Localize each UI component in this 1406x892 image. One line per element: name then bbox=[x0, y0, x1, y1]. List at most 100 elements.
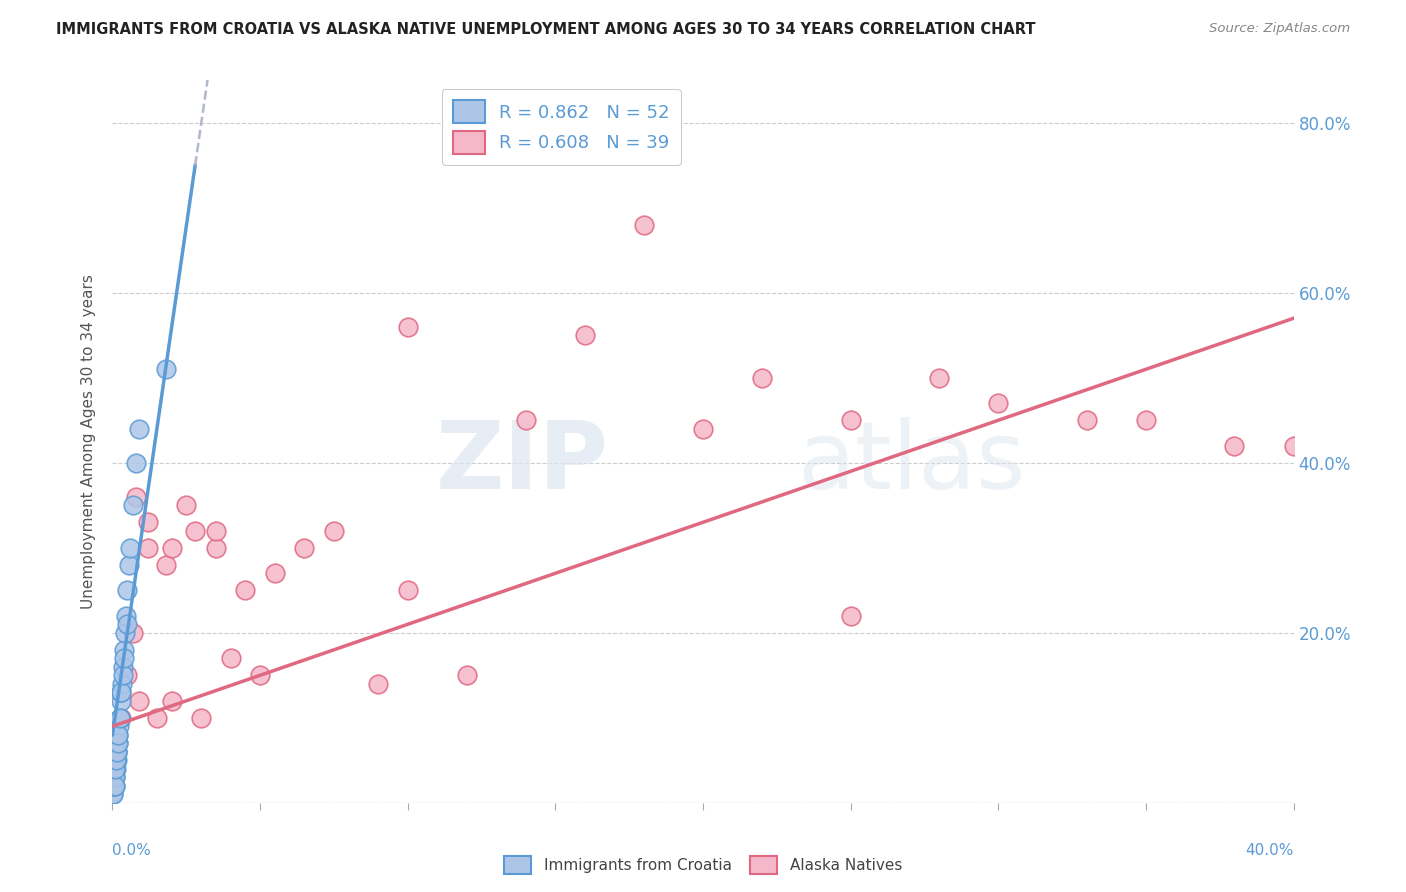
Point bbox=[136, 516, 159, 530]
Point bbox=[692, 422, 714, 436]
Point bbox=[104, 779, 127, 793]
Point bbox=[105, 745, 128, 759]
Point bbox=[111, 677, 134, 691]
Point bbox=[104, 762, 127, 776]
Point bbox=[751, 371, 773, 385]
Y-axis label: Unemployment Among Ages 30 to 34 years: Unemployment Among Ages 30 to 34 years bbox=[80, 274, 96, 609]
Point bbox=[839, 608, 862, 623]
Point bbox=[1135, 413, 1157, 427]
Point bbox=[146, 711, 169, 725]
Point bbox=[633, 218, 655, 232]
Point bbox=[103, 787, 125, 801]
Point bbox=[249, 668, 271, 682]
Point bbox=[160, 541, 183, 555]
Point bbox=[155, 558, 177, 572]
Point bbox=[110, 694, 132, 708]
Point bbox=[105, 745, 128, 759]
Point bbox=[264, 566, 287, 581]
Legend: R = 0.862   N = 52, R = 0.608   N = 39: R = 0.862 N = 52, R = 0.608 N = 39 bbox=[441, 89, 681, 165]
Point bbox=[108, 711, 131, 725]
Point bbox=[111, 660, 134, 674]
Point bbox=[118, 558, 141, 572]
Point bbox=[205, 541, 228, 555]
Point bbox=[515, 413, 537, 427]
Point bbox=[105, 753, 128, 767]
Point bbox=[112, 642, 135, 657]
Point bbox=[103, 770, 125, 784]
Point bbox=[107, 728, 129, 742]
Point bbox=[205, 524, 228, 538]
Point bbox=[103, 779, 125, 793]
Text: IMMIGRANTS FROM CROATIA VS ALASKA NATIVE UNEMPLOYMENT AMONG AGES 30 TO 34 YEARS : IMMIGRANTS FROM CROATIA VS ALASKA NATIVE… bbox=[56, 22, 1036, 37]
Point bbox=[104, 762, 127, 776]
Point bbox=[136, 541, 159, 555]
Text: Source: ZipAtlas.com: Source: ZipAtlas.com bbox=[1209, 22, 1350, 36]
Point bbox=[117, 583, 138, 598]
Point bbox=[184, 524, 207, 538]
Point bbox=[574, 328, 596, 343]
Point bbox=[1282, 439, 1305, 453]
Point bbox=[190, 711, 212, 725]
Point bbox=[987, 396, 1010, 410]
Point bbox=[104, 762, 127, 776]
Point bbox=[101, 787, 124, 801]
Point bbox=[219, 651, 242, 665]
Point bbox=[104, 770, 127, 784]
Point bbox=[105, 753, 128, 767]
Point bbox=[101, 779, 124, 793]
Point bbox=[928, 371, 950, 385]
Point bbox=[111, 668, 134, 682]
Point bbox=[107, 736, 129, 750]
Point bbox=[125, 456, 148, 470]
Point bbox=[174, 498, 197, 512]
Point bbox=[233, 583, 256, 598]
Point bbox=[103, 770, 125, 784]
Point bbox=[105, 745, 128, 759]
Point bbox=[104, 753, 127, 767]
Point bbox=[110, 685, 132, 699]
Point bbox=[117, 617, 138, 632]
Point bbox=[125, 490, 148, 504]
Point bbox=[155, 362, 177, 376]
Point bbox=[1076, 413, 1098, 427]
Point bbox=[120, 541, 142, 555]
Point bbox=[103, 779, 125, 793]
Point bbox=[110, 711, 132, 725]
Point bbox=[122, 498, 145, 512]
Point bbox=[114, 608, 136, 623]
Point bbox=[114, 625, 136, 640]
Point bbox=[101, 779, 124, 793]
Point bbox=[108, 711, 131, 725]
Point bbox=[292, 541, 315, 555]
Point bbox=[122, 625, 145, 640]
Point bbox=[105, 736, 128, 750]
Text: 0.0%: 0.0% bbox=[112, 843, 152, 857]
Point bbox=[107, 745, 129, 759]
Point bbox=[160, 694, 183, 708]
Text: atlas: atlas bbox=[797, 417, 1026, 509]
Point bbox=[107, 736, 129, 750]
Point bbox=[367, 677, 389, 691]
Point bbox=[839, 413, 862, 427]
Point bbox=[103, 770, 125, 784]
Point bbox=[323, 524, 346, 538]
Point bbox=[107, 728, 129, 742]
Point bbox=[1223, 439, 1246, 453]
Point bbox=[128, 422, 150, 436]
Text: 40.0%: 40.0% bbox=[1246, 843, 1294, 857]
Point bbox=[396, 319, 419, 334]
Legend: Immigrants from Croatia, Alaska Natives: Immigrants from Croatia, Alaska Natives bbox=[498, 850, 908, 880]
Text: ZIP: ZIP bbox=[436, 417, 609, 509]
Point bbox=[128, 694, 150, 708]
Point bbox=[456, 668, 478, 682]
Point bbox=[103, 770, 125, 784]
Point bbox=[103, 762, 125, 776]
Point bbox=[110, 685, 132, 699]
Point bbox=[112, 651, 135, 665]
Point bbox=[117, 668, 138, 682]
Point bbox=[105, 753, 128, 767]
Point bbox=[108, 719, 131, 733]
Point bbox=[396, 583, 419, 598]
Point bbox=[103, 779, 125, 793]
Point bbox=[103, 779, 125, 793]
